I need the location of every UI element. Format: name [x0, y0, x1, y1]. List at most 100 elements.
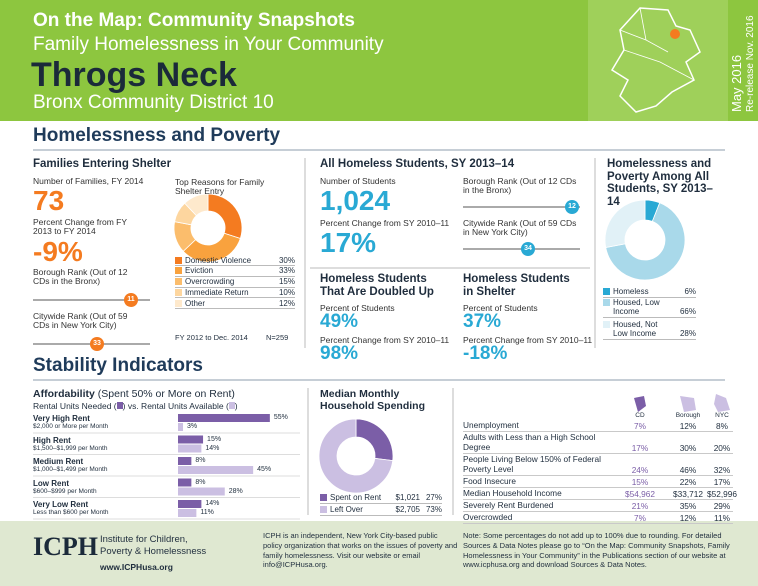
chart-note: N=259: [266, 333, 289, 342]
title: Throgs Neck: [31, 56, 237, 94]
rank-value: 12: [568, 203, 576, 210]
label: Citywide Rank (Out of 59 CDs in New York…: [463, 218, 577, 238]
rank-value: 33: [93, 340, 101, 347]
row-range: Less than $600 per Month: [33, 509, 109, 516]
bar-label: 11%: [200, 509, 214, 516]
label: Percent of Students: [463, 303, 538, 313]
logo: ICPH: [33, 532, 98, 561]
bar: [178, 466, 254, 474]
row-name: Low Rent: [33, 478, 69, 488]
label: Percent Change from SY 2010–11: [320, 218, 450, 228]
block-title: Homelessness and Poverty Among All Stude…: [607, 158, 713, 208]
legend-value: 27%: [425, 493, 442, 502]
legend-label: Other: [185, 298, 206, 308]
row-label: Severely Rent Burdened: [463, 500, 554, 511]
chart-note: FY 2012 to Dec. 2014: [175, 333, 248, 342]
bar: [178, 457, 192, 465]
cell: 24%: [631, 465, 649, 475]
legend-row: Eviction 33%: [175, 266, 295, 277]
legend-label: Homeless: [613, 287, 649, 296]
cell: $33,712: [673, 489, 703, 499]
legend-value: 28%: [679, 329, 696, 338]
donut-slice: [355, 418, 394, 462]
row-label: Adults with Less than a High School Degr…: [463, 432, 596, 453]
cell: 7%: [634, 421, 646, 431]
bar: [178, 414, 270, 422]
cell: 32%: [713, 465, 731, 475]
row-range: $1,500–$1,999 per Month: [33, 444, 108, 452]
map-districts: [619, 7, 695, 81]
rank-marker: [521, 242, 535, 256]
label: Percent Change from FY 2013 to FY 2014: [33, 217, 127, 237]
label: Borough Rank (Out of 12 CDs in the Bronx…: [33, 267, 128, 287]
legend-row: Domestic Violence 30%: [175, 255, 295, 266]
legend-label: Eviction: [185, 266, 214, 276]
column-header: NYC: [715, 412, 729, 419]
label: Citywide Rank (Out of 59 CDs in New York…: [33, 311, 128, 331]
row-name: Very Low Rent: [33, 500, 89, 509]
big-number: 1,024: [320, 185, 391, 216]
legend-amount: $1,021: [395, 493, 420, 502]
legend-swatch: [320, 506, 327, 513]
legend-label: Housed, Not Low Income: [613, 320, 658, 338]
legend-swatch: [175, 256, 182, 264]
number: 37%: [463, 311, 502, 332]
legend-swatch: [175, 267, 182, 275]
legend-value: 10%: [278, 287, 295, 297]
borough-icon: [680, 396, 696, 412]
legend-row: Immediate Return 10%: [175, 287, 295, 299]
row-name: High Rent: [33, 435, 71, 445]
legend-row: Spent on Rent $1,021 27%: [320, 492, 442, 504]
legend-swatch: [320, 494, 327, 501]
row-label: Unemployment: [463, 420, 519, 431]
cell: $52,996: [707, 489, 737, 499]
donut-slice: [207, 193, 243, 240]
cell: 46%: [679, 465, 697, 475]
table-row: Food Insecure: [463, 476, 733, 488]
legend-row: Overcrowding 15%: [175, 277, 295, 288]
legend-value: 15%: [278, 277, 295, 287]
legend-swatch: [175, 288, 182, 296]
block-title: Median Monthly Household Spending: [320, 388, 425, 412]
title-note: (Spent 50% or More on Rent): [97, 388, 235, 400]
cell: 7%: [634, 513, 646, 523]
cell: 12%: [679, 421, 697, 431]
bar-label: 55%: [273, 414, 288, 421]
series-title: On the Map: Community Snapshots: [33, 10, 355, 31]
rank-value: 11: [127, 296, 135, 303]
rank-marker: [565, 200, 579, 214]
cell: 29%: [713, 501, 731, 511]
legend-value: 33%: [278, 266, 295, 276]
cell: 20%: [713, 443, 731, 453]
row-label: Food Insecure: [463, 476, 517, 487]
rank-value: 34: [524, 245, 532, 252]
donut-slice: [184, 193, 209, 217]
district: Bronx Community District 10: [33, 92, 274, 113]
row-label: People Living Below 150% of Federal Pove…: [463, 454, 601, 475]
nyc-icon: [714, 394, 730, 412]
bar: [178, 444, 202, 453]
legend-text: ) vs. Rental Units Available (: [122, 401, 229, 411]
legend-value: 73%: [425, 505, 442, 514]
bar-label: 8%: [195, 457, 206, 464]
rank-marker: [90, 337, 104, 351]
bar-label: 45%: [257, 466, 272, 473]
about: ICPH is an independent, New York City-ba…: [263, 531, 458, 570]
legend-swatch: [175, 299, 182, 307]
column-header: Borough: [675, 412, 701, 419]
cell: 11%: [714, 513, 730, 523]
block-title: Affordability (Spent 50% or More on Rent…: [33, 388, 235, 401]
table-row: People Living Below 150% of Federal Pove…: [463, 454, 733, 476]
row-range: $2,000 or More per Month: [33, 423, 109, 430]
big-number: 17%: [320, 227, 377, 258]
donut-slice: [604, 199, 646, 248]
legend-swatch: [603, 288, 610, 295]
legend-label: Left Over: [330, 505, 363, 514]
org-name: Poverty & Homelessness: [100, 546, 207, 557]
label: Number of Students: [320, 176, 396, 186]
legend-row: Housed, Low Income 66%: [603, 298, 696, 318]
bar-label: 14%: [205, 444, 220, 452]
legend-value: 6%: [684, 287, 696, 296]
section-title: Homelessness and Poverty: [33, 125, 281, 146]
